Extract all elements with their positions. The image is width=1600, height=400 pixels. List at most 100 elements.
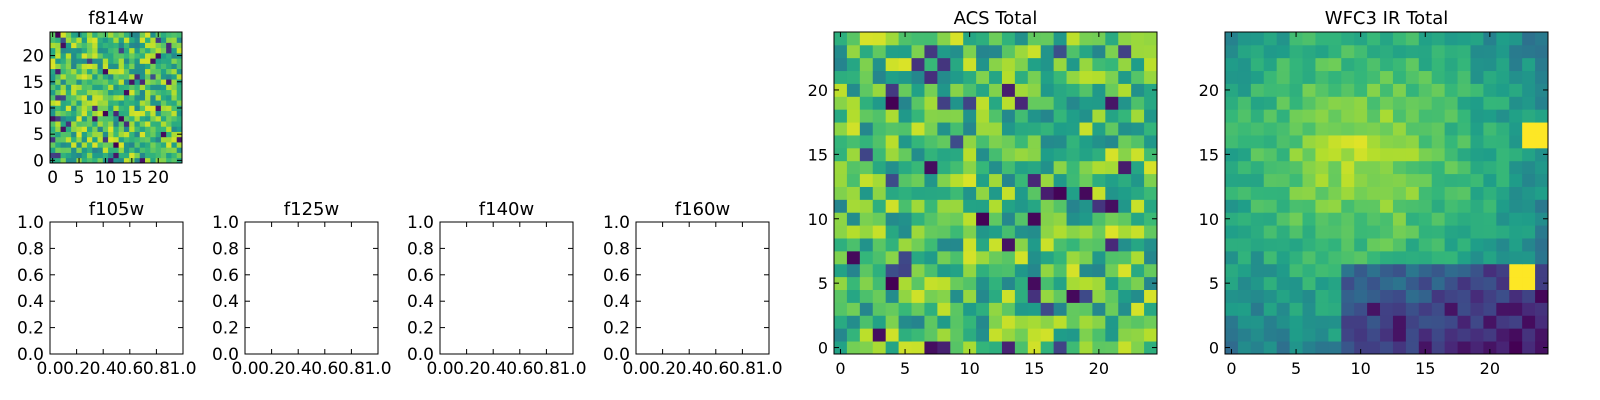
f814w-cell xyxy=(71,131,77,138)
wfc3-ir-total-cell xyxy=(1315,147,1329,162)
wfc3-ir-total-cell xyxy=(1225,238,1239,252)
acs-total-cell xyxy=(846,289,861,303)
acs-total-cell xyxy=(1014,302,1029,316)
f814w-ytick-label: 10 xyxy=(22,99,44,119)
wfc3-ir-total-cell xyxy=(1263,135,1278,149)
wfc3-ir-total-cell xyxy=(1367,250,1381,265)
acs-total-cell xyxy=(1027,212,1042,226)
acs-total-cell xyxy=(989,32,1003,46)
wfc3-ir-total-cell xyxy=(1328,173,1342,187)
f814w-cell xyxy=(97,47,104,54)
f814w-cell xyxy=(71,94,77,101)
acs-total-cell xyxy=(1079,70,1093,84)
acs-total-cell xyxy=(976,341,990,355)
acs-total-cell xyxy=(1040,276,1055,290)
f814w-cell xyxy=(113,58,120,64)
acs-total-cell xyxy=(872,173,887,187)
f814w-cell xyxy=(129,73,135,80)
wfc3-ir-total-cell xyxy=(1483,44,1497,59)
acs-total-cell xyxy=(963,238,977,252)
wfc3-ir-total-cell xyxy=(1483,341,1497,355)
wfc3-ir-total-cell xyxy=(1444,328,1458,342)
f814w-cell xyxy=(166,79,172,85)
acs-total-cell xyxy=(1014,289,1029,303)
wfc3-ir-total-cell xyxy=(1315,109,1329,123)
f814w-cell xyxy=(123,105,130,111)
acs-total-cell xyxy=(1079,302,1093,316)
wfc3-ir-total-cell xyxy=(1302,57,1316,72)
acs-total-cell xyxy=(911,315,925,329)
acs-total-cell xyxy=(1131,109,1145,123)
acs-total-cell xyxy=(989,83,1003,97)
acs-total-cell xyxy=(859,32,874,46)
f814w-cell xyxy=(129,52,135,59)
wfc3-ir-total-cell xyxy=(1535,302,1549,316)
acs-total-cell xyxy=(834,147,848,162)
wfc3-ir-total-cell xyxy=(1418,276,1433,290)
acs-total-cell xyxy=(834,173,848,187)
f814w-cell xyxy=(108,126,114,132)
wfc3-ir-total-cell xyxy=(1237,341,1252,355)
wfc3-ir-total-cell xyxy=(1250,147,1265,162)
wfc3-ir-total-cell xyxy=(1392,302,1407,316)
f814w-cell xyxy=(160,58,167,64)
panel-f125w: 0.0 0.2 0.4 0.6 0.8 1.00.00.20.40.60.81.0 f12… xyxy=(212,199,392,379)
acs-total-cell xyxy=(976,135,990,149)
f814w-cell xyxy=(71,32,77,38)
acs-total-cell xyxy=(834,70,848,84)
wfc3-ir-total-cell xyxy=(1354,276,1368,290)
wfc3-ir-total-cell xyxy=(1405,341,1420,355)
f140w-ytick-label: 0.8 xyxy=(407,239,434,259)
f814w-cell xyxy=(139,100,146,106)
wfc3-ir-total-cell xyxy=(1418,289,1433,303)
f814w-cell xyxy=(129,100,135,106)
acs-total-cell xyxy=(1001,250,1016,265)
wfc3-ir-total-cell xyxy=(1263,32,1278,46)
f814w-cell xyxy=(81,79,88,85)
f814w-cell xyxy=(60,37,67,43)
acs-total-cell xyxy=(989,96,1003,110)
f814w-cell xyxy=(55,52,61,59)
acs-total-cell xyxy=(1066,147,1080,162)
f814w-cell xyxy=(155,152,162,159)
wfc3-ir-total-cell xyxy=(1483,70,1497,84)
f814w-cell xyxy=(113,52,120,59)
f814w-cell xyxy=(118,84,125,91)
acs-total-cell xyxy=(976,57,990,72)
wfc3-ir-total-cell xyxy=(1418,147,1433,162)
wfc3-ir-total-cell xyxy=(1509,328,1523,342)
acs-total-cell xyxy=(1066,341,1080,355)
f814w-cell xyxy=(139,73,146,80)
f814w-cell xyxy=(102,110,109,117)
f814w-cell xyxy=(166,126,172,132)
wfc3-ir-total-cell xyxy=(1444,289,1458,303)
acs-total-cell xyxy=(1001,302,1016,316)
f814w-cell xyxy=(108,42,114,49)
f814w-cell xyxy=(160,157,167,164)
f814w-cell xyxy=(166,32,172,38)
f814w-cell xyxy=(97,152,104,159)
f814w-cell xyxy=(92,110,98,117)
wfc3-ir-total-cell xyxy=(1418,173,1433,187)
f814w-cell xyxy=(55,100,61,106)
acs-total-cell xyxy=(872,225,887,239)
f814w-cell xyxy=(166,52,172,59)
wfc3-ir-total-cell xyxy=(1328,212,1342,226)
acs-total-cell xyxy=(846,57,861,72)
acs-total-cell xyxy=(872,70,887,84)
f814w-cell xyxy=(55,142,61,148)
acs-total-cell xyxy=(1066,70,1080,84)
f814w-cell xyxy=(118,79,125,85)
acs-total-cell xyxy=(859,147,874,162)
f814w-cell xyxy=(129,136,135,143)
acs-total-cell xyxy=(1105,122,1119,136)
acs-total-cell xyxy=(1105,44,1119,59)
acs-total-cell xyxy=(1066,263,1080,278)
acs-total-cell xyxy=(976,186,990,200)
acs-total-cell xyxy=(1040,122,1055,136)
wfc3-ir-total-cell xyxy=(1328,70,1342,84)
f814w-cell xyxy=(123,58,130,64)
wfc3-ir-total-cell xyxy=(1341,57,1355,72)
f814w-cell xyxy=(134,89,141,96)
